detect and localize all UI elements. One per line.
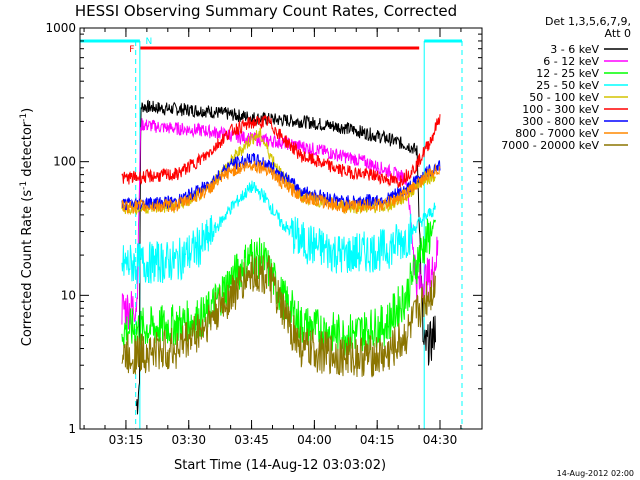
legend-label-5: 50 - 100 keV [529, 91, 599, 104]
x-axis-label: Start Time (14-Aug-12 03:03:02) [174, 458, 386, 473]
y-tick-label-0: 1 [68, 422, 76, 436]
legend-label-6: 100 - 300 keV [522, 103, 599, 116]
legend-label-1: 3 - 6 keV [550, 43, 599, 56]
series-line-6 [121, 114, 441, 188]
x-tick-label-1: 03:30 [171, 433, 206, 447]
x-tick-label-4: 04:15 [360, 433, 395, 447]
y-tick-label-2: 100 [53, 155, 76, 169]
series-line-8 [121, 160, 441, 215]
night-flag-label: N [146, 37, 153, 47]
x-tick-label-2: 03:45 [234, 433, 269, 447]
x-tick-label-3: 04:00 [297, 433, 332, 447]
y-axis-label-mid: detector [20, 121, 35, 181]
plot-frame [79, 27, 483, 430]
legend-label-3: 12 - 25 keV [536, 67, 599, 80]
timestamp: 14-Aug-2012 02:00 [557, 469, 634, 478]
plot-area: FN [80, 37, 463, 429]
y-tick-label-1: 10 [61, 288, 76, 302]
legend-label-8: 800 - 7000 keV [515, 127, 599, 140]
series-line-2 [121, 118, 439, 330]
x-tick-label-5: 04:30 [423, 433, 458, 447]
legend-header-detectors: Det 1,3,5,6,7,9, [545, 15, 631, 28]
y-tick-label-3: 1000 [45, 21, 76, 35]
legend-label-4: 25 - 50 keV [536, 79, 599, 92]
y-axis-label-sup1: -1 [19, 181, 29, 190]
legend-label-7: 300 - 800 keV [522, 115, 599, 128]
flare-flag-label: F [129, 45, 134, 55]
series-line-4 [121, 180, 436, 285]
axes: 1 10 100 1000 03:15 03:30 03:45 04:00 04:15 04:30 [45, 21, 483, 447]
y-axis-label: Corrected Count Rate (s-1 detector-1) [19, 108, 35, 346]
legend-header-attenuator: Att 0 [605, 27, 631, 40]
legend-label-2: 6 - 12 keV [543, 55, 599, 68]
x-tick-label-0: 03:15 [109, 433, 144, 447]
series-line-9 [121, 254, 436, 378]
series-line-1 [136, 99, 436, 415]
y-axis-label-end: ) [20, 108, 35, 113]
chart-title: HESSI Observing Summary Count Rates, Cor… [75, 2, 457, 20]
series-line-7 [121, 152, 441, 212]
y-axis-label-sup2: -1 [19, 113, 29, 122]
y-axis-label-main: Corrected Count Rate (s [20, 190, 35, 347]
legend-label-9: 7000 - 20000 keV [501, 139, 599, 152]
